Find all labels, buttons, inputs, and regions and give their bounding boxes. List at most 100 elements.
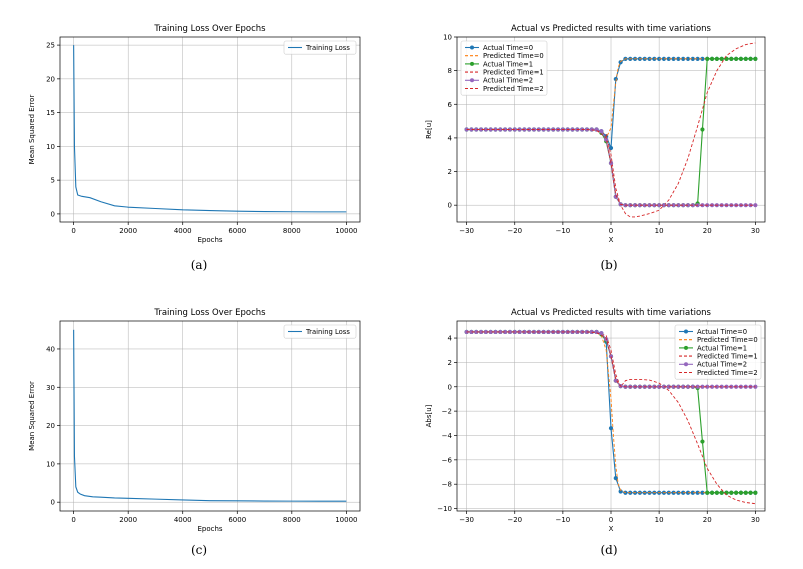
data-point — [608, 354, 614, 359]
x-tick-label: 8000 — [283, 516, 301, 524]
data-point — [705, 384, 710, 389]
y-tick-label: 10 — [443, 34, 452, 42]
data-point — [642, 203, 647, 208]
data-point — [671, 203, 676, 208]
x-tick-label: 20 — [703, 516, 712, 524]
legend-label: Predicted Time=1 — [697, 353, 758, 361]
x-tick-label: −30 — [459, 227, 474, 235]
data-point — [753, 490, 758, 495]
y-tick-label: 0 — [448, 202, 452, 210]
data-point — [483, 329, 488, 335]
data-point — [676, 203, 681, 208]
chart-title: Training Loss Over Epochs — [153, 308, 266, 318]
data-point — [657, 203, 662, 208]
legend-label: Training Loss — [305, 328, 350, 336]
x-tick-label: 4000 — [174, 227, 192, 235]
data-point — [690, 56, 695, 61]
data-point — [753, 56, 758, 61]
data-point — [695, 490, 700, 495]
x-tick-label: −20 — [507, 516, 522, 524]
legend-box — [283, 324, 357, 339]
y-tick-label: 40 — [46, 345, 55, 353]
data-point — [719, 490, 724, 495]
plot-frame — [59, 36, 361, 223]
legend-label: Actual Time=2 — [483, 77, 533, 85]
data-point — [493, 127, 498, 132]
y-tick-label: 2 — [448, 359, 452, 367]
legend-marker — [470, 45, 474, 50]
plot-area — [73, 45, 347, 213]
data-point — [666, 56, 671, 61]
data-point — [637, 203, 642, 208]
chart-title: Actual vs Predicted results with time va… — [511, 24, 712, 34]
legend-label: Actual Time=0 — [483, 44, 533, 52]
x-axis-label: Epochs — [197, 525, 222, 533]
data-point — [661, 203, 667, 208]
x-axis-label: X — [609, 236, 614, 244]
legend-label: Predicted Time=2 — [483, 85, 544, 93]
data-point — [474, 329, 479, 335]
y-tick-label: 0 — [51, 499, 55, 507]
data-point — [469, 127, 474, 132]
y-tick-label: −10 — [437, 505, 452, 513]
x-tick-label: −10 — [555, 516, 570, 524]
legend-box — [674, 324, 762, 380]
y-tick-label: 10 — [46, 143, 55, 151]
data-point — [464, 329, 469, 335]
data-point — [709, 56, 715, 61]
data-point — [685, 384, 691, 389]
data-point — [503, 127, 508, 132]
series-line — [466, 42, 756, 218]
x-tick-label: 2000 — [119, 227, 137, 235]
data-point — [685, 56, 691, 61]
data-point — [474, 127, 479, 132]
x-tick-label: 4000 — [174, 516, 192, 524]
chart-title: Training Loss Over Epochs — [153, 24, 266, 34]
data-point — [478, 127, 484, 132]
data-point — [709, 384, 715, 389]
plot-frame — [456, 320, 766, 512]
data-point — [700, 127, 705, 132]
data-point — [618, 489, 623, 494]
data-point — [652, 203, 657, 208]
data-point — [613, 194, 618, 199]
series-line — [466, 331, 756, 388]
data-point — [700, 490, 705, 495]
data-point — [676, 56, 681, 61]
x-axis-label: Epochs — [197, 236, 222, 244]
y-axis-label: Mean Squared Error — [28, 381, 36, 451]
data-point — [507, 329, 513, 335]
data-point — [681, 203, 686, 208]
data-point — [498, 329, 503, 335]
y-axis-label: Re[u] — [425, 120, 433, 139]
data-point — [671, 384, 676, 389]
data-point — [676, 384, 681, 389]
legend-marker — [684, 329, 688, 334]
x-tick-label: 30 — [751, 516, 760, 524]
y-tick-label: 6 — [448, 101, 453, 109]
x-tick-label: 10 — [655, 516, 664, 524]
y-tick-label: 20 — [46, 75, 55, 83]
x-tick-label: 0 — [609, 516, 613, 524]
x-tick-label: 6000 — [228, 516, 246, 524]
legend-label: Training Loss — [305, 44, 350, 52]
legend-marker — [684, 362, 688, 367]
data-point — [493, 329, 498, 335]
plot-area — [73, 329, 347, 502]
data-point — [719, 56, 724, 61]
data-point — [690, 384, 695, 389]
legend-label: Predicted Time=0 — [697, 336, 758, 344]
chart-b: Actual vs Predicted results with time va… — [425, 24, 766, 244]
y-tick-label: 20 — [46, 422, 55, 430]
data-point — [613, 476, 618, 481]
data-point — [743, 490, 748, 495]
x-tick-label: −20 — [507, 227, 522, 235]
data-point — [729, 490, 734, 495]
data-point — [599, 331, 604, 336]
series-line — [466, 331, 756, 505]
data-point — [709, 490, 715, 495]
y-tick-label: −4 — [442, 432, 453, 440]
data-point — [748, 56, 753, 61]
data-point — [705, 490, 710, 495]
data-point — [604, 137, 609, 142]
